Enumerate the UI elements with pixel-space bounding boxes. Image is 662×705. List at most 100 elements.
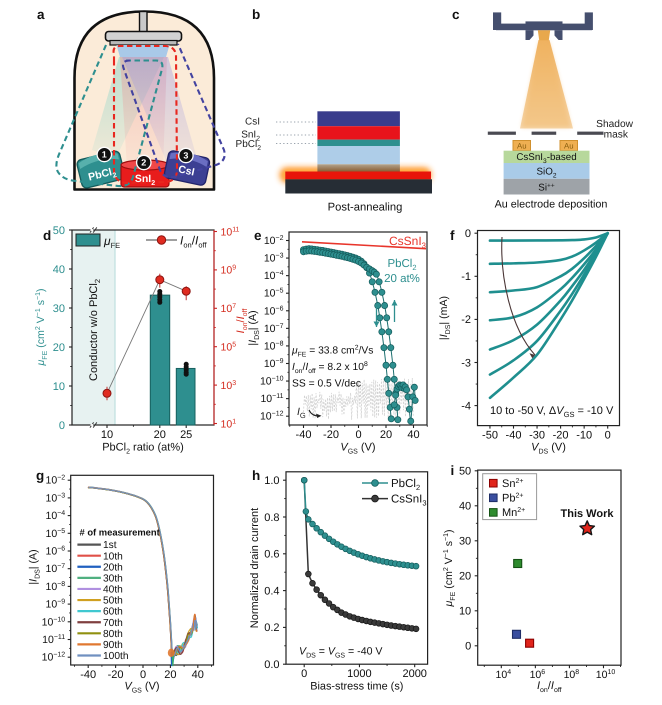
- svg-text:10 to -50 V, ΔVGS = -10 V: 10 to -50 V, ΔVGS = -10 V: [490, 405, 614, 419]
- svg-text:50th: 50th: [103, 596, 123, 607]
- svg-text:μFE = 33.8 cm2/Vs: μFE = 33.8 cm2/Vs: [291, 345, 373, 359]
- svg-text:d: d: [43, 228, 51, 243]
- svg-text:|IDS| (A): |IDS| (A): [28, 549, 42, 584]
- svg-text:CsSnI3-based: CsSnI3-based: [516, 152, 576, 165]
- svg-text:100th: 100th: [103, 651, 129, 662]
- svg-text:0: 0: [465, 228, 471, 240]
- svg-text:μFE (cm2 V−1 s−1): μFE (cm2 V−1 s−1): [35, 288, 49, 366]
- svg-text:-1: -1: [461, 271, 471, 283]
- svg-text:50: 50: [459, 466, 471, 478]
- svg-text:40: 40: [53, 264, 65, 276]
- svg-text:-20: -20: [108, 669, 124, 681]
- svg-text:μFE: μFE: [103, 234, 120, 250]
- svg-text:0: 0: [605, 430, 611, 442]
- svg-text:0: 0: [355, 429, 361, 441]
- svg-text:1000: 1000: [347, 668, 371, 680]
- svg-text:10: 10: [459, 606, 471, 618]
- svg-text:70th: 70th: [103, 618, 123, 629]
- svg-text:Normalized drain current: Normalized drain current: [249, 508, 261, 628]
- svg-text:Ion/Ioff = 8.2 x 108: Ion/Ioff = 8.2 x 108: [292, 361, 368, 375]
- svg-text:IG: IG: [297, 406, 306, 420]
- svg-text:30: 30: [459, 536, 471, 548]
- svg-text:20: 20: [154, 429, 166, 441]
- svg-text:Au electrode deposition: Au electrode deposition: [495, 199, 608, 211]
- svg-text:e: e: [254, 228, 262, 243]
- svg-text:0.6: 0.6: [264, 549, 279, 561]
- svg-text:-40: -40: [80, 669, 96, 681]
- svg-text:-10: -10: [576, 430, 592, 442]
- svg-text:f: f: [450, 228, 455, 243]
- svg-text:Si++: Si++: [538, 182, 555, 193]
- svg-text:VGS (V): VGS (V): [340, 442, 375, 456]
- svg-text:40: 40: [192, 669, 204, 681]
- svg-text:Post-annealing: Post-annealing: [328, 202, 403, 214]
- svg-text:CsSnI3: CsSnI3: [389, 234, 426, 250]
- svg-text:3: 3: [183, 151, 188, 161]
- svg-text:-50: -50: [482, 430, 498, 442]
- svg-text:20: 20: [164, 669, 176, 681]
- svg-text:2000: 2000: [402, 668, 426, 680]
- svg-text:0: 0: [140, 669, 146, 681]
- svg-text:-30: -30: [529, 430, 545, 442]
- svg-text:-20: -20: [553, 430, 569, 442]
- svg-text:# of measurement: # of measurement: [80, 527, 160, 538]
- svg-text:20: 20: [459, 571, 471, 583]
- svg-text:20 at%: 20 at%: [384, 273, 420, 285]
- svg-text:-4: -4: [461, 400, 471, 412]
- svg-text:PbCl2: PbCl2: [387, 258, 416, 272]
- svg-text:0.2: 0.2: [264, 622, 279, 634]
- svg-text:CsI: CsI: [177, 163, 196, 178]
- svg-text:25: 25: [180, 429, 192, 441]
- svg-text:0: 0: [301, 668, 307, 680]
- svg-text:Au: Au: [517, 141, 527, 150]
- svg-text:This Work: This Work: [561, 508, 615, 520]
- svg-text:20: 20: [53, 342, 65, 354]
- svg-text:c: c: [452, 7, 460, 22]
- svg-text:Bias-stress time (s): Bias-stress time (s): [310, 681, 403, 693]
- svg-text:-2: -2: [461, 314, 471, 326]
- svg-text:90th: 90th: [103, 640, 123, 651]
- svg-text:1.0: 1.0: [264, 475, 279, 487]
- svg-text:1: 1: [102, 150, 107, 160]
- svg-text:μFE (cm2 V−1 s−1): μFE (cm2 V−1 s−1): [443, 529, 457, 607]
- svg-text:SS = 0.5 V/dec: SS = 0.5 V/dec: [292, 379, 361, 390]
- svg-text:|IDS| (A): |IDS| (A): [247, 310, 261, 345]
- svg-text:b: b: [252, 7, 260, 22]
- svg-text:1st: 1st: [103, 540, 117, 551]
- svg-text:10: 10: [101, 429, 113, 441]
- svg-text:SnI2: SnI2: [135, 173, 155, 187]
- svg-text:20: 20: [380, 429, 392, 441]
- svg-text:10: 10: [53, 381, 65, 393]
- svg-text:60th: 60th: [103, 607, 123, 618]
- svg-text:i: i: [451, 463, 455, 478]
- svg-text:CsI: CsI: [245, 117, 260, 128]
- svg-text:Shadow: Shadow: [596, 119, 633, 130]
- svg-text:Conductor w/o PbCl2: Conductor w/o PbCl2: [88, 279, 102, 381]
- svg-text:-20: -20: [323, 429, 339, 441]
- svg-text:-40: -40: [296, 429, 312, 441]
- svg-text:mask: mask: [604, 130, 629, 141]
- svg-text:SiO2: SiO2: [536, 167, 556, 180]
- svg-text:h: h: [252, 468, 260, 483]
- svg-text:40th: 40th: [103, 585, 123, 596]
- svg-text:80th: 80th: [103, 629, 123, 640]
- svg-text:PbCl2: PbCl2: [236, 139, 262, 152]
- svg-text:40: 40: [407, 429, 419, 441]
- svg-text:30th: 30th: [103, 574, 123, 585]
- svg-text:PbCl2: PbCl2: [391, 478, 420, 492]
- svg-text:-3: -3: [461, 357, 471, 369]
- svg-text:Au: Au: [564, 141, 574, 150]
- svg-text:SnI2: SnI2: [241, 130, 260, 143]
- svg-text:50: 50: [53, 225, 65, 237]
- svg-text:2: 2: [141, 158, 146, 168]
- svg-text:10th: 10th: [103, 551, 123, 562]
- svg-text:0.8: 0.8: [264, 512, 279, 524]
- svg-text:30: 30: [53, 303, 65, 315]
- svg-text:CsSnI3: CsSnI3: [391, 494, 427, 508]
- svg-text:0: 0: [59, 420, 65, 432]
- svg-text:20th: 20th: [103, 562, 123, 573]
- svg-text:VDS (V): VDS (V): [531, 442, 566, 456]
- svg-text:0: 0: [465, 641, 471, 653]
- svg-text:40: 40: [459, 501, 471, 513]
- svg-text:0.0: 0.0: [264, 659, 279, 671]
